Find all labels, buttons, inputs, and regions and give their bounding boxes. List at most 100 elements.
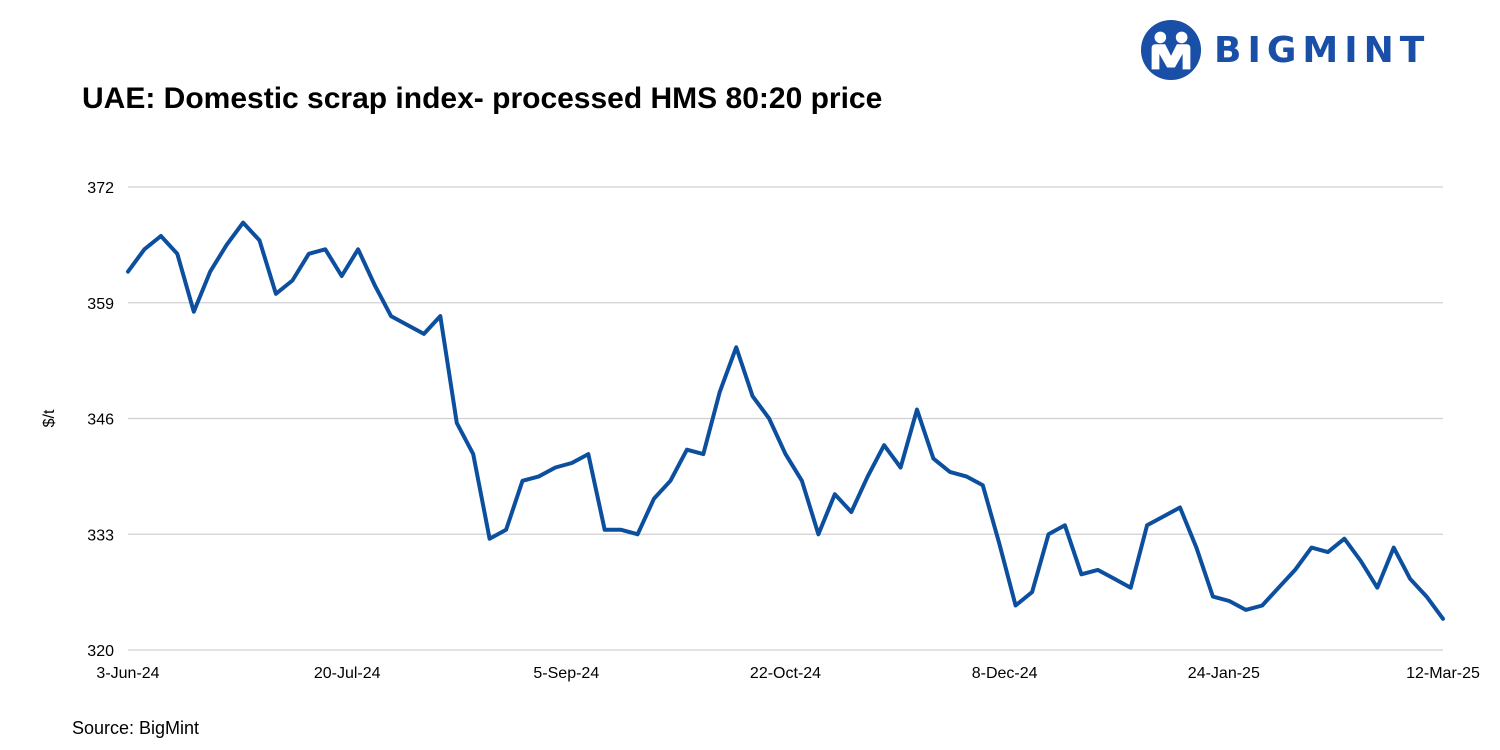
x-tick-label: 3-Jun-24 xyxy=(96,665,159,682)
data-point xyxy=(1014,604,1018,608)
data-point xyxy=(849,510,853,514)
bigmint-logo: BIGMINT xyxy=(1140,18,1470,82)
data-point xyxy=(1030,590,1034,594)
data-point xyxy=(603,528,607,532)
data-point xyxy=(997,541,1001,545)
data-point xyxy=(915,408,919,412)
data-point xyxy=(1194,546,1198,550)
data-point xyxy=(1277,586,1281,590)
data-point xyxy=(866,474,870,478)
data-point xyxy=(1392,546,1396,550)
data-point xyxy=(175,252,179,256)
data-point xyxy=(1425,595,1429,599)
data-point xyxy=(471,452,475,456)
data-point xyxy=(636,532,640,536)
data-point xyxy=(1162,514,1166,518)
source-note: Source: BigMint xyxy=(72,718,200,738)
data-point xyxy=(241,221,245,225)
x-tick-label: 8-Dec-24 xyxy=(972,665,1038,682)
data-point xyxy=(405,323,409,327)
data-point xyxy=(1260,604,1264,608)
data-point xyxy=(258,238,262,242)
data-point xyxy=(734,345,738,349)
data-point xyxy=(126,270,130,274)
data-point xyxy=(882,443,886,447)
data-point xyxy=(1079,572,1083,576)
data-point xyxy=(1145,523,1149,527)
data-point xyxy=(800,479,804,483)
data-point xyxy=(159,234,163,238)
data-point xyxy=(323,247,327,251)
data-point xyxy=(356,247,360,251)
y-tick-label: 333 xyxy=(87,527,114,544)
data-point xyxy=(1293,568,1297,572)
data-point xyxy=(816,532,820,536)
y-tick-label: 346 xyxy=(87,412,114,429)
y-tick-label: 320 xyxy=(87,643,114,660)
data-point xyxy=(701,452,705,456)
data-point xyxy=(290,279,294,283)
data-point xyxy=(553,466,557,470)
data-point xyxy=(586,452,590,456)
data-point xyxy=(1112,577,1116,581)
x-tick-label: 22-Oct-24 xyxy=(750,665,821,682)
data-point xyxy=(537,474,541,478)
brand-name: BIGMINT xyxy=(1214,29,1431,71)
data-point xyxy=(1211,595,1215,599)
data-point xyxy=(340,274,344,278)
data-point xyxy=(307,252,311,256)
data-point xyxy=(981,483,985,487)
data-point xyxy=(521,479,525,483)
y-tick-label: 372 xyxy=(87,180,114,197)
data-point xyxy=(784,452,788,456)
data-point xyxy=(899,466,903,470)
data-point xyxy=(1227,599,1231,603)
data-point xyxy=(1244,608,1248,612)
data-point xyxy=(948,470,952,474)
data-point xyxy=(142,247,146,251)
data-point xyxy=(1310,546,1314,550)
data-point xyxy=(833,492,837,496)
data-point xyxy=(373,283,377,287)
y-axis-label: $/t xyxy=(41,409,58,427)
data-point xyxy=(718,390,722,394)
data-point xyxy=(488,537,492,541)
data-point xyxy=(1342,537,1346,541)
data-point xyxy=(208,270,212,274)
y-tick-label: 359 xyxy=(87,296,114,313)
data-point xyxy=(1096,568,1100,572)
data-point xyxy=(1047,532,1051,536)
data-point xyxy=(274,292,278,296)
data-point xyxy=(767,417,771,421)
data-point xyxy=(751,394,755,398)
data-point xyxy=(1408,577,1412,581)
x-tick-label: 20-Jul-24 xyxy=(314,665,381,682)
chart-title: UAE: Domestic scrap index- processed HMS… xyxy=(82,82,883,115)
data-point xyxy=(1129,586,1133,590)
bigmint-logo-icon xyxy=(1140,19,1202,81)
data-point xyxy=(964,474,968,478)
data-point xyxy=(619,528,623,532)
data-point xyxy=(1441,617,1445,621)
data-point xyxy=(225,243,229,247)
series-line xyxy=(126,220,1445,621)
data-point xyxy=(1375,586,1379,590)
data-point xyxy=(504,528,508,532)
data-point xyxy=(1178,506,1182,510)
data-point xyxy=(1359,559,1363,563)
data-point xyxy=(652,497,656,501)
data-point xyxy=(389,314,393,318)
data-point xyxy=(931,457,935,461)
data-point xyxy=(438,314,442,318)
data-point xyxy=(570,461,574,465)
data-point xyxy=(1326,550,1330,554)
data-point xyxy=(1063,523,1067,527)
x-tick-label: 24-Jan-25 xyxy=(1188,665,1260,682)
data-point xyxy=(685,448,689,452)
data-point xyxy=(668,479,672,483)
data-point xyxy=(455,421,459,425)
x-tick-label: 5-Sep-24 xyxy=(533,665,599,682)
data-point xyxy=(192,310,196,314)
data-point xyxy=(422,332,426,336)
